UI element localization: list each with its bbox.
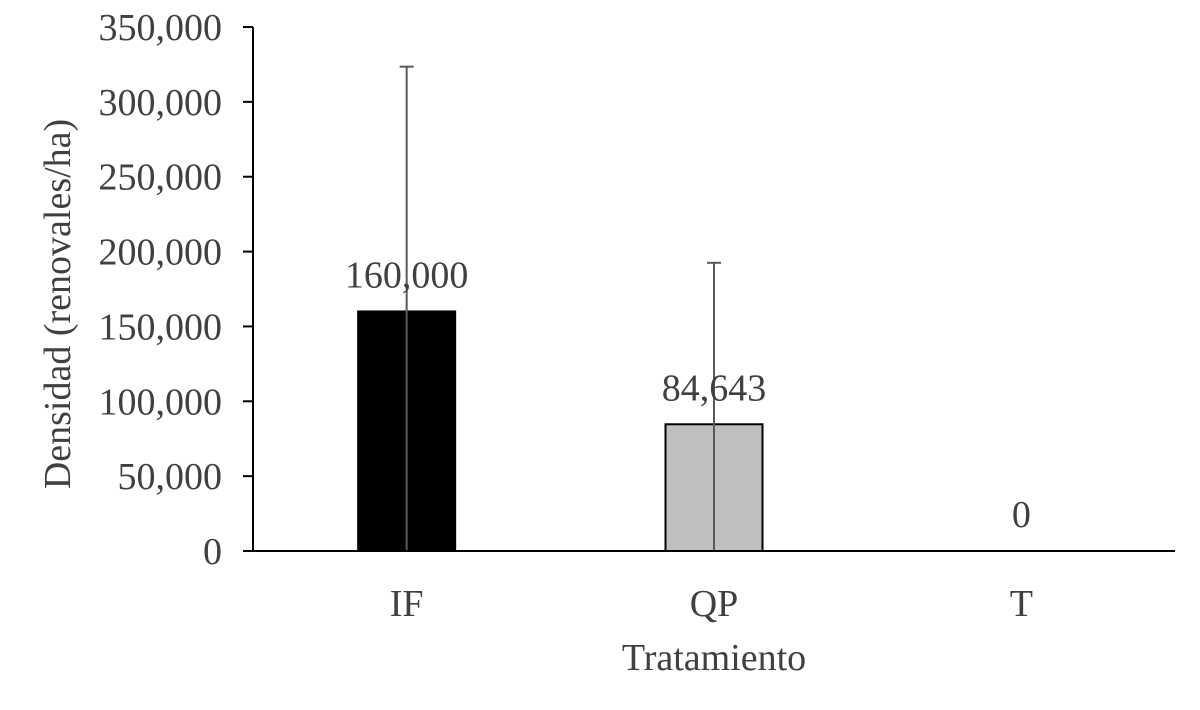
data-label-if: 160,000 (345, 254, 469, 296)
x-axis-categories: IF QP T (390, 583, 1033, 625)
y-tick-label: 100,000 (99, 381, 223, 423)
x-category-if: IF (390, 583, 424, 625)
data-label-t: 0 (1012, 494, 1031, 536)
x-axis-title: Tratamiento (622, 637, 806, 679)
data-labels: 160,000 84,643 0 (345, 254, 1031, 536)
bars (357, 310, 764, 553)
data-label-qp: 84,643 (662, 367, 767, 409)
error-bars (399, 65, 721, 551)
y-tick-label: 250,000 (99, 157, 223, 199)
y-tick-label: 300,000 (99, 82, 223, 124)
y-axis-title: Densidad (renovales/ha) (37, 119, 79, 489)
y-tick-label: 0 (203, 531, 222, 573)
y-tick-label: 50,000 (118, 456, 223, 498)
x-category-qp: QP (690, 583, 739, 625)
y-axis-ticks: 0 50,000 100,000 150,000 200,000 250,000 300,0… (99, 7, 253, 573)
y-tick-label: 200,000 (99, 232, 223, 274)
x-category-t: T (1010, 583, 1033, 625)
y-tick-label: 350,000 (99, 7, 223, 49)
y-tick-label: 150,000 (99, 306, 223, 348)
